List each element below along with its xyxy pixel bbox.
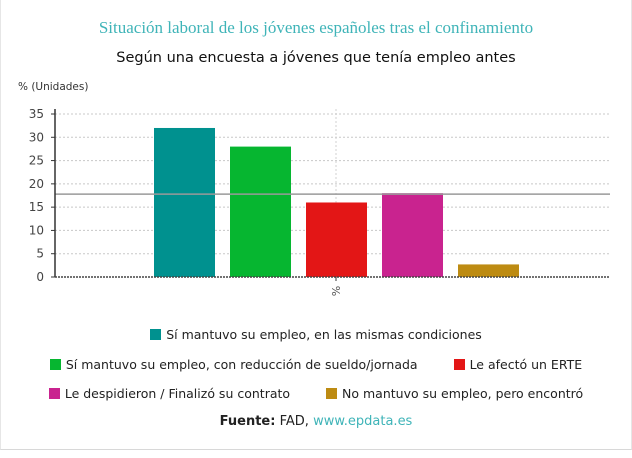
y-tick-label: 10 (29, 223, 44, 237)
bars (154, 127, 519, 277)
legend-item[interactable]: Le despidieron / Finalizó su contrato (48, 386, 291, 401)
source-note: Fuente: FAD, www.epdata.es (0, 414, 632, 429)
bar (230, 146, 291, 277)
chart-title: Situación laboral de los jóvenes español… (98, 18, 534, 37)
axes (54, 109, 610, 278)
legend-swatch (453, 359, 465, 370)
legend-label: No mantuvo su empleo, pero encontró (342, 386, 584, 401)
bar (306, 202, 367, 277)
x-axis-ticks: % (329, 277, 342, 296)
bar (154, 127, 215, 277)
legend-row-2: Sí mantuvo su empleo, con reducción de s… (0, 357, 632, 372)
y-tick-label: 35 (29, 107, 44, 121)
legend-swatch (48, 388, 60, 399)
y-axis-label: % (Unidades) (18, 81, 89, 93)
y-tick-label: 20 (29, 177, 44, 191)
bar (382, 193, 443, 277)
y-tick-label: 25 (29, 154, 44, 168)
y-tick-label: 5 (36, 247, 44, 261)
legend-swatch (49, 359, 61, 370)
legend-item[interactable]: Sí mantuvo su empleo, con reducción de s… (49, 357, 418, 372)
legend-item[interactable]: Le afectó un ERTE (453, 357, 583, 372)
chart-subtitle: Según una encuesta a jóvenes que tenía e… (116, 50, 516, 66)
bar (458, 264, 519, 277)
legend-swatch (326, 388, 338, 399)
legend-row-1: Sí mantuvo su empleo, en las mismas cond… (0, 327, 632, 342)
y-axis-ticks: 0 5 10 15 20 25 30 35 (29, 107, 55, 284)
source-text: FAD, (279, 414, 309, 429)
x-tick-label: % (329, 286, 342, 296)
bar-chart: 0 5 10 15 20 25 30 35 % (29, 107, 610, 296)
y-tick-label: 30 (29, 130, 44, 144)
legend-label: Sí mantuvo su empleo, en las mismas cond… (166, 327, 482, 342)
legend-row-3: Le despidieron / Finalizó su contrato No… (0, 386, 632, 401)
legend-item[interactable]: Sí mantuvo su empleo, en las mismas cond… (150, 327, 482, 342)
source-link[interactable]: www.epdata.es (313, 414, 413, 429)
legend-item[interactable]: No mantuvo su empleo, pero encontró (326, 386, 583, 401)
legend-label: Le afectó un ERTE (469, 357, 583, 372)
legend-swatch (150, 329, 162, 340)
legend-label: Sí mantuvo su empleo, con reducción de s… (65, 357, 418, 372)
y-tick-label: 15 (29, 200, 44, 214)
source-label: Fuente: (219, 414, 276, 429)
y-tick-label: 0 (36, 270, 44, 284)
legend-label: Le despidieron / Finalizó su contrato (64, 386, 291, 401)
